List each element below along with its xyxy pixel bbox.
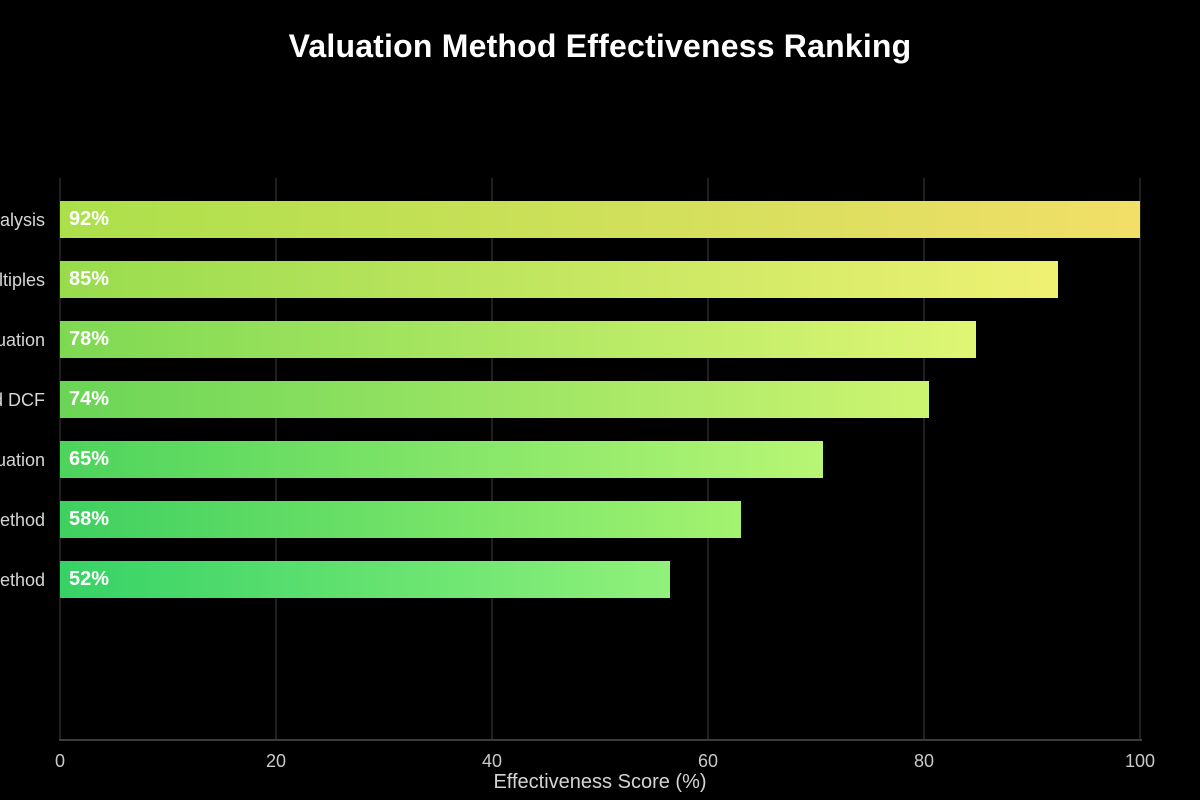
bar-value-label: 58% xyxy=(69,508,110,530)
bar-value-label: 52% xyxy=(69,568,110,590)
gridline-100 xyxy=(1139,178,1141,739)
bar-value-label: 85% xyxy=(69,268,110,290)
x-axis-line xyxy=(59,739,1142,741)
bar-row-3: 78% xyxy=(60,321,976,358)
category-label-6: ethod xyxy=(0,510,45,530)
bar-row-4: 74% xyxy=(60,381,929,418)
x-tick-label-100: 100 xyxy=(1124,751,1156,771)
category-label-7: ethod xyxy=(0,570,45,590)
chart-title: Valuation Method Effectiveness Ranking xyxy=(288,28,912,64)
category-label-1: alysis xyxy=(0,210,45,230)
category-label-2: ltiples xyxy=(0,270,45,290)
x-tick-label-80: 80 xyxy=(913,751,935,771)
x-tick-label-20: 20 xyxy=(265,751,287,771)
bar-row-7: 52% xyxy=(60,561,670,598)
x-tick-label-60: 60 xyxy=(697,751,719,771)
bar-value-label: 74% xyxy=(69,388,110,410)
category-label-5: uation xyxy=(0,450,45,470)
bar-value-label: 65% xyxy=(69,448,110,470)
bar-value-label: 92% xyxy=(69,208,110,230)
x-tick-label-40: 40 xyxy=(481,751,503,771)
bar-row-5: 65% xyxy=(60,441,823,478)
bar-row-2: 85% xyxy=(60,261,1058,298)
x-axis-title: Effectiveness Score (%) xyxy=(493,771,707,793)
gridline-80 xyxy=(923,178,925,739)
category-label-4: d DCF xyxy=(0,390,45,410)
bar-row-1: 92% xyxy=(60,201,1140,238)
category-label-3: uation xyxy=(0,330,45,350)
bar-value-label: 78% xyxy=(69,328,110,350)
x-tick-label-0: 0 xyxy=(54,751,65,771)
bar-row-6: 58% xyxy=(60,501,741,538)
